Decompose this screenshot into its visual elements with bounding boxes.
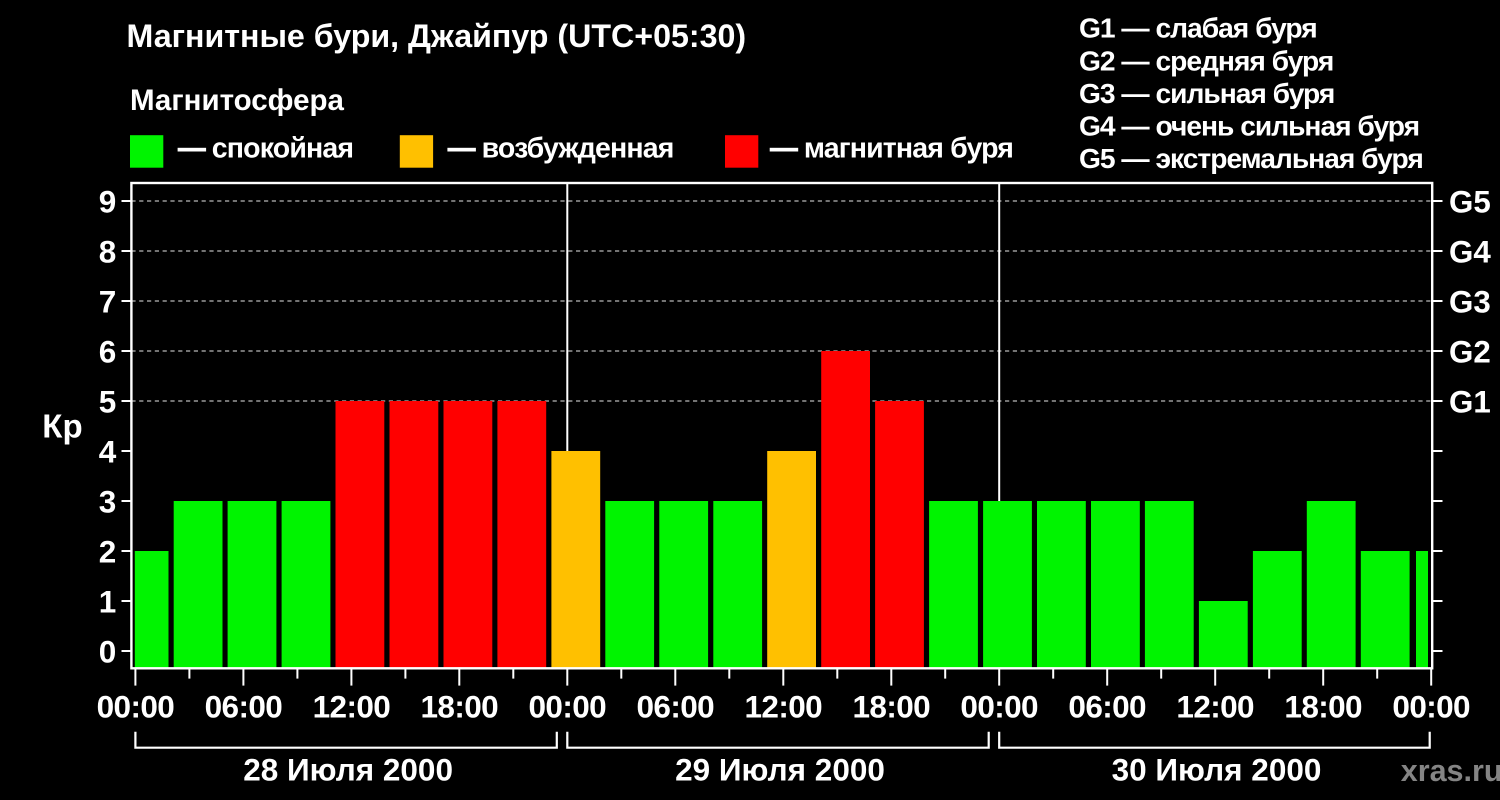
svg-text:0: 0 [99,634,117,670]
svg-text:00:00: 00:00 [1392,689,1470,725]
svg-text:4: 4 [99,434,117,470]
svg-text:G4 — очень сильная буря: G4 — очень сильная буря [1079,110,1419,142]
svg-text:G5: G5 [1449,184,1491,219]
svg-text:7: 7 [99,284,117,320]
svg-text:00:00: 00:00 [97,689,175,725]
svg-text:29 Июля 2000: 29 Июля 2000 [675,752,885,788]
svg-text:06:00: 06:00 [205,689,283,725]
svg-text:18:00: 18:00 [421,689,499,725]
svg-text:28 Июля 2000: 28 Июля 2000 [243,752,453,788]
svg-text:18:00: 18:00 [853,689,931,725]
svg-text:06:00: 06:00 [637,689,715,725]
svg-text:G3 — сильная буря: G3 — сильная буря [1079,77,1334,109]
svg-text:6: 6 [99,334,117,370]
svg-text:спокойная: спокойная [212,132,353,164]
svg-text:G3: G3 [1449,284,1491,319]
svg-text:8: 8 [99,234,117,270]
svg-text:магнитная буря: магнитная буря [804,132,1013,164]
svg-text:12:00: 12:00 [745,689,823,725]
svg-text:30 Июля 2000: 30 Июля 2000 [1112,752,1322,788]
svg-text:G1 — слабая буря: G1 — слабая буря [1079,12,1317,44]
svg-text:00:00: 00:00 [960,689,1038,725]
svg-text:G2: G2 [1449,334,1491,369]
svg-text:1: 1 [99,584,117,620]
svg-text:00:00: 00:00 [529,689,607,725]
svg-text:Магнитные бури, Джайпур (UTC+0: Магнитные бури, Джайпур (UTC+05:30) [127,18,747,54]
svg-text:xras.ru: xras.ru [1401,754,1500,788]
svg-text:возбужденная: возбужденная [482,132,674,164]
svg-text:2: 2 [99,534,117,570]
svg-text:3: 3 [99,484,117,520]
svg-text:Кр: Кр [42,408,82,445]
svg-text:06:00: 06:00 [1068,689,1146,725]
svg-text:G4: G4 [1449,234,1491,269]
svg-text:5: 5 [99,384,117,420]
svg-text:18:00: 18:00 [1284,689,1362,725]
svg-text:G5 — экстремальная буря: G5 — экстремальная буря [1079,142,1423,174]
svg-text:9: 9 [99,184,117,220]
svg-text:Магнитосфера: Магнитосфера [130,84,345,117]
svg-text:12:00: 12:00 [313,689,391,725]
svg-text:G2 — средняя буря: G2 — средняя буря [1079,44,1333,76]
svg-text:12:00: 12:00 [1176,689,1254,725]
svg-text:G1: G1 [1449,384,1491,419]
